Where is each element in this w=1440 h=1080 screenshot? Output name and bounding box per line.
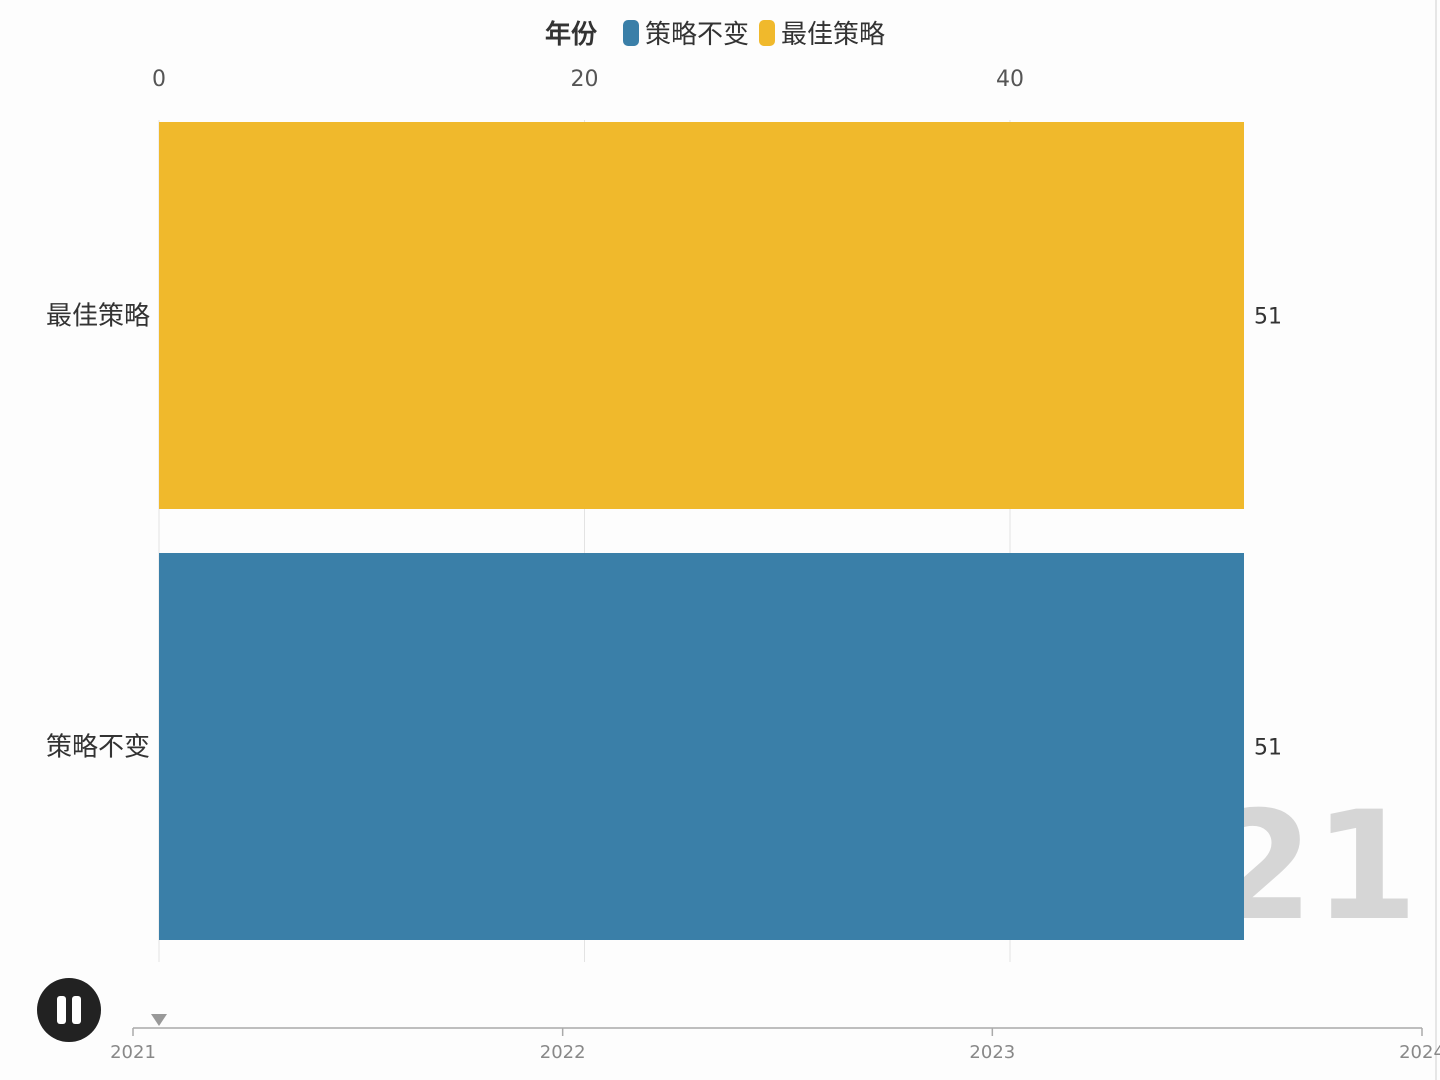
timeline-label-2: 2023 bbox=[969, 1042, 1015, 1063]
legend: 年份 策略不变 最佳策略 bbox=[0, 14, 1430, 51]
legend-item-1[interactable]: 最佳策略 bbox=[759, 14, 885, 51]
bar-1 bbox=[159, 553, 1244, 940]
x-tick-label-1: 20 bbox=[570, 67, 598, 92]
x-tick-label-0: 0 bbox=[152, 67, 166, 92]
frame-border bbox=[1435, 0, 1437, 1080]
legend-swatch-0 bbox=[622, 19, 639, 46]
timeline-label-3: 2024 bbox=[1399, 1042, 1440, 1063]
x-tick-label-2: 40 bbox=[996, 67, 1024, 92]
bar-0 bbox=[159, 122, 1244, 509]
legend-label-0: 策略不变 bbox=[644, 20, 749, 50]
legend-label-1: 最佳策略 bbox=[781, 20, 886, 50]
timeline-label-0: 2021 bbox=[110, 1042, 156, 1063]
legend-item-0[interactable]: 策略不变 bbox=[622, 14, 749, 51]
category-label-1: 策略不变 bbox=[46, 733, 150, 763]
timeline-current-marker[interactable] bbox=[151, 1014, 167, 1026]
value-label-1: 51 bbox=[1254, 736, 1282, 761]
timeline-label-1: 2022 bbox=[540, 1042, 586, 1063]
category-label-0: 最佳策略 bbox=[46, 302, 150, 332]
legend-title: 年份 bbox=[544, 20, 597, 50]
legend-swatch-1 bbox=[759, 19, 775, 46]
value-label-0: 51 bbox=[1254, 305, 1282, 330]
pause-button[interactable] bbox=[37, 978, 101, 1042]
